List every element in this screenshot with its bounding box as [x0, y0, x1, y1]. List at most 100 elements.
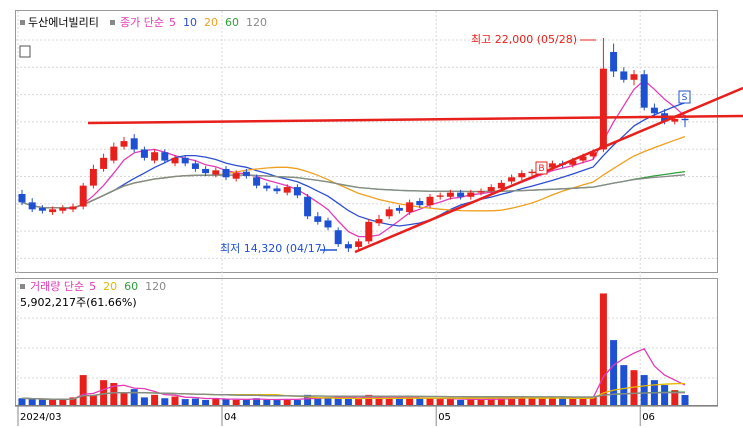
candle-body — [487, 187, 495, 192]
volume-bar — [610, 340, 618, 405]
volume-bar — [436, 399, 444, 405]
volume-bar — [599, 293, 607, 405]
candle-body — [681, 118, 689, 121]
volume-ma-line — [21, 391, 685, 400]
volume-bar — [79, 375, 87, 405]
volume-bar — [49, 399, 57, 405]
volume-bar — [365, 394, 373, 405]
volume-bar — [416, 398, 424, 405]
candle-body — [365, 221, 373, 242]
volume-bar — [579, 397, 587, 405]
candle-body — [324, 220, 332, 228]
volume-bar — [314, 398, 322, 405]
candle-body — [446, 192, 454, 197]
candle-body — [497, 182, 505, 189]
candle-body — [528, 171, 536, 174]
candle-body — [38, 207, 46, 211]
candle-body — [589, 152, 597, 157]
volume-bar — [59, 399, 67, 405]
candle-body — [283, 187, 291, 193]
volume-bar — [18, 398, 26, 405]
candle-body — [151, 152, 159, 161]
candle-body — [436, 195, 444, 197]
candle-body — [355, 241, 363, 247]
volume-bar — [569, 398, 577, 405]
price-ma-line — [21, 102, 686, 227]
candle-body — [518, 173, 526, 178]
volume-bar — [140, 397, 148, 405]
ma-label: 종가 단순 — [120, 16, 164, 29]
price-ma-line — [21, 79, 686, 238]
volume-bar — [181, 399, 189, 405]
volume-bar — [69, 397, 77, 405]
ma-legend: 20 — [204, 16, 218, 29]
candle-body — [293, 187, 301, 196]
candle-body — [242, 171, 250, 176]
volume-bar — [89, 394, 97, 405]
ma-legend: 5 — [169, 16, 176, 29]
volume-label: 거래량 단순 — [30, 280, 84, 293]
volume-bar — [191, 398, 199, 405]
low-annotation: 최저 14,320 (04/17) — [220, 242, 326, 255]
candle-body — [232, 173, 240, 179]
volume-bar — [324, 397, 332, 405]
candle-body — [273, 188, 281, 192]
volume-bar — [528, 398, 536, 405]
price-ma-line — [21, 174, 686, 209]
volume-bar — [344, 398, 352, 405]
volume-bar — [640, 375, 648, 405]
x-tick-label: 04 — [224, 412, 237, 423]
candle-body — [620, 71, 628, 80]
volume-bar — [161, 398, 169, 405]
title-bullet — [20, 20, 25, 25]
candle-body — [304, 196, 312, 217]
volume-bar — [395, 397, 403, 405]
volume-bar — [222, 399, 230, 405]
volume-bar — [508, 397, 516, 405]
candle-body — [69, 206, 77, 210]
ma-legend: 10 — [183, 16, 197, 29]
volume-bar — [620, 365, 628, 405]
price-panel — [15, 10, 718, 273]
volume-bar — [559, 398, 567, 405]
volume-bar — [457, 399, 465, 405]
candle-body — [222, 168, 230, 178]
volume-bar — [487, 398, 495, 405]
candle-body — [599, 68, 607, 150]
volume-bar — [263, 399, 271, 405]
volume-info: 5,902,217주(61.66%) — [20, 296, 137, 309]
candle-body — [181, 157, 189, 164]
candle-body — [171, 157, 179, 164]
candle-body — [49, 209, 57, 213]
candle-body — [406, 202, 414, 213]
volume-bar — [273, 399, 281, 405]
candle-body — [191, 163, 199, 169]
candle-body — [100, 157, 108, 169]
candle-body — [120, 141, 128, 147]
x-tick-label: 2024/03 — [20, 412, 62, 423]
volume-bar — [38, 399, 46, 405]
volume-bar — [283, 399, 291, 405]
volume-bar — [120, 393, 128, 405]
volume-bar — [110, 383, 118, 405]
ma-legend: 60 — [225, 16, 239, 29]
candle-body — [416, 200, 424, 206]
volume-bar — [385, 398, 393, 405]
volume-bar — [130, 389, 138, 405]
candle-body — [630, 74, 638, 80]
candle-body — [569, 160, 577, 165]
volume-bar — [661, 385, 669, 405]
volume-bar — [497, 398, 505, 405]
volume-bar — [681, 395, 689, 405]
volume-bar — [293, 399, 301, 405]
candle-body — [140, 149, 148, 158]
sell-signal — [678, 90, 691, 104]
chart-title: 두산에너빌리티 — [28, 16, 99, 29]
volume-bar — [477, 399, 485, 405]
volume-bar — [518, 396, 526, 405]
candle-body — [212, 170, 220, 175]
buy-signal — [535, 161, 548, 175]
sell-signal-label: S — [682, 93, 688, 103]
volume-bar — [446, 399, 454, 405]
